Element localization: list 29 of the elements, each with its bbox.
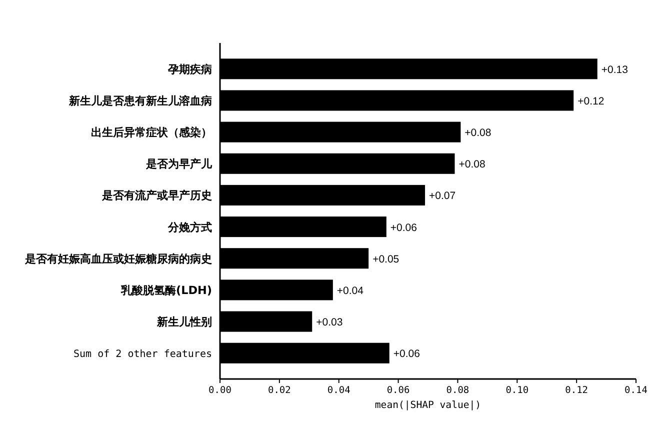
data-label: +0.13 [601,64,628,76]
y-tick-label: 新生儿性别 [156,316,212,329]
y-tick-label: 分娩方式 [167,220,212,234]
data-label: +0.12 [578,95,604,108]
data-label: +0.06 [393,348,420,360]
data-label: +0.08 [458,158,486,171]
x-tick-label: 0.06 [386,385,410,396]
x-tick-label: 0.12 [565,385,588,396]
x-tick-label: 0.14 [624,385,648,396]
x-tick-label: 0.04 [327,385,351,396]
y-tick-label: 是否有流产或早产历史 [101,189,212,202]
y-tick-label: 出生后异常症状（感染） [91,126,212,140]
x-tick-label: 0.10 [506,385,529,396]
data-label: +0.04 [336,284,364,297]
x-axis-title: mean(|SHAP value|) [374,400,482,411]
y-tick-label: Sum of 2 other features [74,349,212,360]
x-tick-label: 0.02 [268,385,291,396]
y-tick-label: 是否为早产儿 [145,158,213,171]
data-label: +0.08 [464,127,492,140]
data-label: +0.03 [316,316,343,329]
x-tick-label: 0.00 [208,385,232,396]
y-tick-label: 孕期疾病 [167,62,212,76]
data-label: +0.05 [372,253,400,266]
data-label: +0.06 [390,222,418,234]
x-tick-label: 0.08 [446,385,470,396]
y-tick-label: 乳酸脱氢酶(LDH) [120,284,212,297]
data-label: +0.07 [429,190,456,202]
y-tick-label: 是否有妊娠高血压或妊娠糖尿病的病史 [24,252,212,266]
y-tick-label: 新生儿是否患有新生儿溶血病 [68,94,212,108]
